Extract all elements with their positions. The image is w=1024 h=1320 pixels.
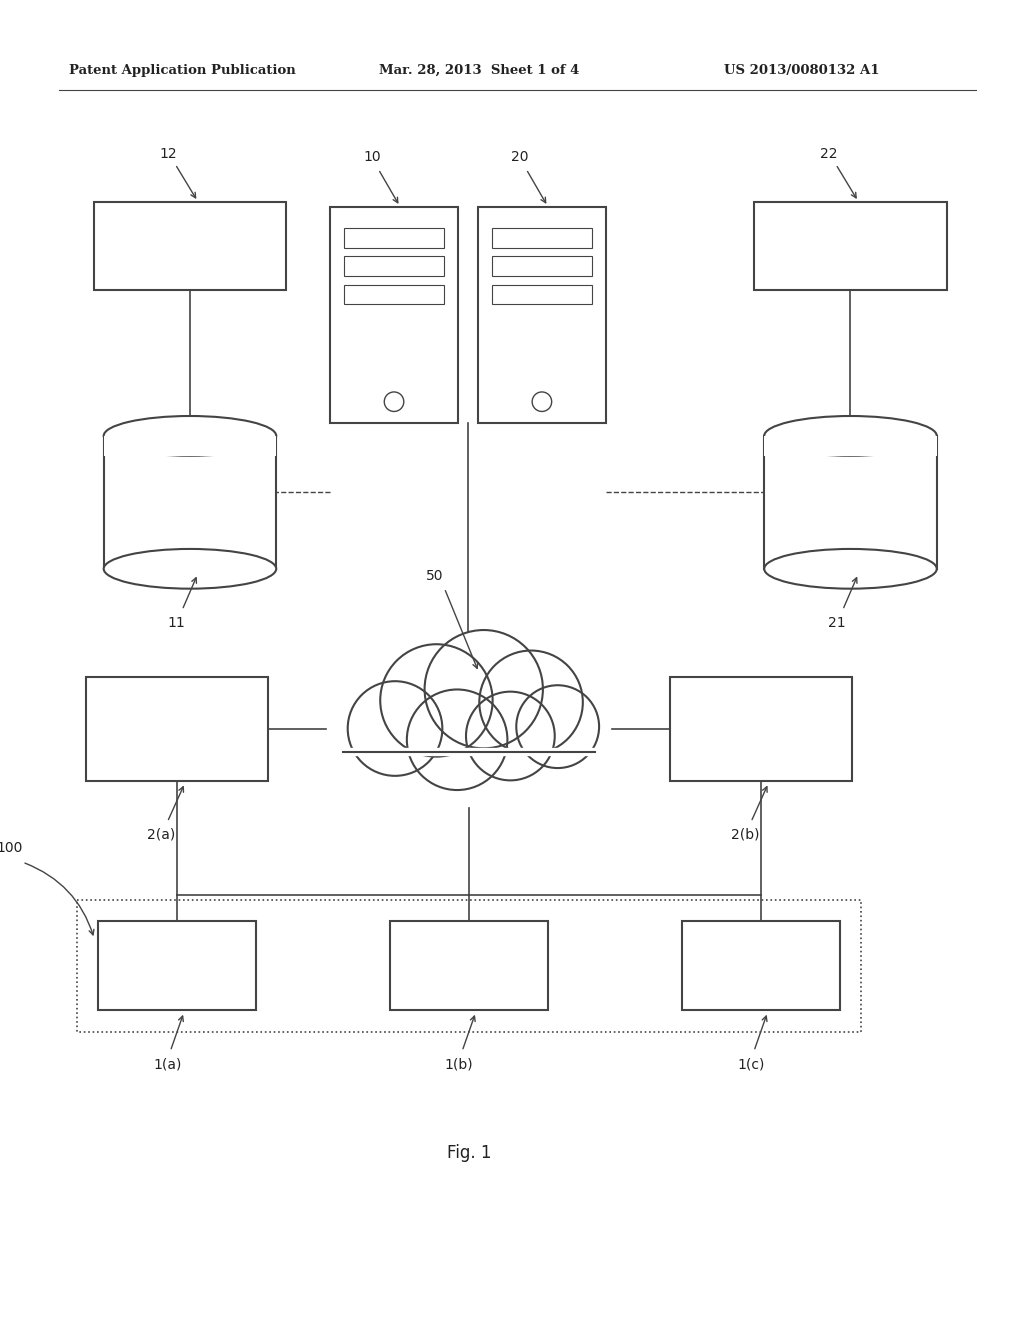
Text: 11: 11 xyxy=(167,616,185,630)
Bar xyxy=(77,899,861,1032)
Bar xyxy=(94,202,286,290)
Text: 1(b): 1(b) xyxy=(444,1057,473,1072)
Ellipse shape xyxy=(103,549,276,589)
Text: SIMULATION: SIMULATION xyxy=(150,227,230,240)
Text: USER: USER xyxy=(157,705,198,718)
Text: Plant Designer: Plant Designer xyxy=(134,734,220,747)
Bar xyxy=(682,921,840,1010)
Circle shape xyxy=(407,689,508,791)
Ellipse shape xyxy=(764,416,937,455)
Bar xyxy=(344,256,444,276)
Text: USER: USER xyxy=(157,958,198,973)
Text: 21: 21 xyxy=(827,616,846,630)
Bar xyxy=(344,228,444,248)
Bar xyxy=(98,921,256,1010)
Text: 10: 10 xyxy=(364,150,381,164)
Circle shape xyxy=(532,392,552,412)
Text: INTERNET: INTERNET xyxy=(431,726,507,742)
Text: SIMULATION: SIMULATION xyxy=(150,471,230,484)
Circle shape xyxy=(348,681,442,776)
Text: 50: 50 xyxy=(426,569,443,583)
Circle shape xyxy=(466,692,555,780)
Text: Fig. 1: Fig. 1 xyxy=(446,1144,492,1162)
Bar xyxy=(670,677,852,780)
Text: 2(b): 2(b) xyxy=(731,828,759,842)
Circle shape xyxy=(516,685,599,768)
Text: SOFTWARE: SOFTWARE xyxy=(154,251,226,264)
Text: Patent Application Publication: Patent Application Publication xyxy=(69,63,296,77)
Text: 2(a): 2(a) xyxy=(147,828,175,842)
Text: RAW DATA: RAW DATA xyxy=(816,465,885,478)
Bar xyxy=(755,202,946,290)
Bar xyxy=(492,285,592,304)
Bar xyxy=(86,677,268,780)
Text: DATABASE: DATABASE xyxy=(156,496,224,508)
Circle shape xyxy=(380,644,493,756)
Circle shape xyxy=(425,630,543,748)
Bar xyxy=(764,436,937,569)
Text: DATABASE: DATABASE xyxy=(816,488,885,502)
Bar xyxy=(330,206,458,424)
Text: Mill Engineer: Mill Engineer xyxy=(722,734,799,747)
Circle shape xyxy=(479,651,583,754)
Text: 20: 20 xyxy=(511,150,529,164)
Bar xyxy=(103,436,276,455)
Text: 1(a): 1(a) xyxy=(154,1057,181,1072)
Circle shape xyxy=(384,392,403,412)
Text: 1(c): 1(c) xyxy=(737,1057,765,1072)
Bar xyxy=(492,256,592,276)
Text: USER: USER xyxy=(449,958,489,973)
Text: 100: 100 xyxy=(0,841,23,855)
Ellipse shape xyxy=(764,549,937,589)
Text: USER: USER xyxy=(740,958,781,973)
Text: DATABASE: DATABASE xyxy=(816,227,885,240)
Bar xyxy=(103,436,276,569)
Bar xyxy=(344,285,444,304)
Text: SOFTWARE: SOFTWARE xyxy=(814,251,887,264)
Bar xyxy=(478,206,606,424)
Ellipse shape xyxy=(103,416,276,455)
Bar xyxy=(764,436,937,455)
Text: Mar. 28, 2013  Sheet 1 of 4: Mar. 28, 2013 Sheet 1 of 4 xyxy=(379,63,580,77)
Text: US 2013/0080132 A1: US 2013/0080132 A1 xyxy=(724,63,880,77)
Text: 12: 12 xyxy=(160,148,177,161)
Text: 22: 22 xyxy=(820,148,838,161)
Text: USER: USER xyxy=(740,705,781,718)
Bar xyxy=(390,921,548,1010)
Bar xyxy=(492,228,592,248)
